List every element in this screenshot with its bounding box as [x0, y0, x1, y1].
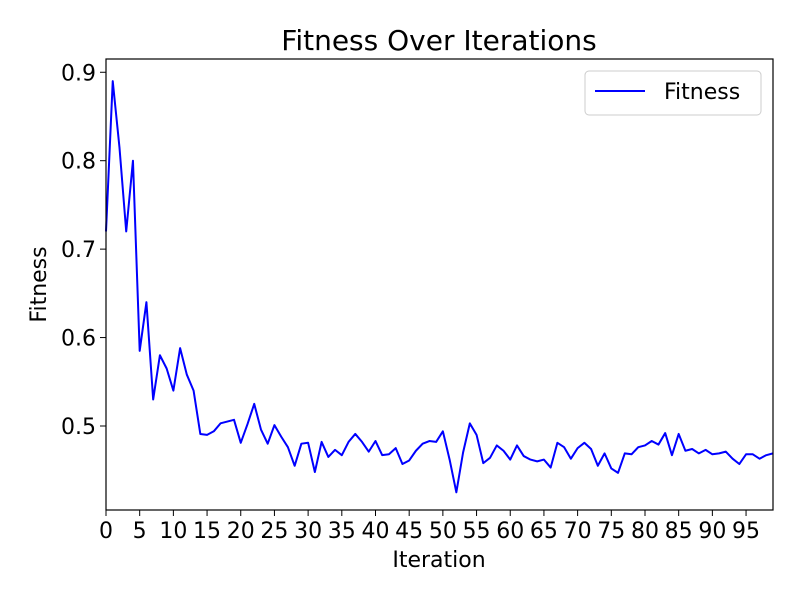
- x-tick-label: 90: [698, 519, 726, 544]
- legend-box: [584, 70, 762, 116]
- y-tick-label: 0.7: [61, 238, 96, 263]
- x-tick-label: 40: [361, 519, 389, 544]
- plot-area: [106, 59, 773, 510]
- x-tick-label: 65: [530, 519, 558, 544]
- x-tick-label: 15: [193, 519, 221, 544]
- x-tick-label: 5: [133, 519, 147, 544]
- legend-label: Fitness: [664, 80, 740, 105]
- series-line-fitness: [105, 80, 774, 494]
- x-tick-label: 95: [732, 519, 760, 544]
- x-tick-label: 55: [463, 519, 491, 544]
- x-tick-label: 35: [328, 519, 356, 544]
- x-tick-label: 60: [496, 519, 524, 544]
- x-tick-label: 0: [99, 519, 113, 544]
- plot-frame: [105, 58, 774, 511]
- x-tick-label: 70: [564, 519, 592, 544]
- y-tick-label: 0.6: [61, 327, 96, 352]
- y-tick-label: 0.8: [61, 150, 96, 175]
- y-axis-label: Fitness: [27, 246, 52, 322]
- x-axis-label: Iteration: [392, 548, 485, 573]
- x-tick-label: 75: [597, 519, 625, 544]
- x-tick-label: 80: [631, 519, 659, 544]
- x-tick-label: 85: [665, 519, 693, 544]
- x-tick-label: 25: [260, 519, 288, 544]
- x-tick-label: 10: [159, 519, 187, 544]
- x-tick-label: 50: [429, 519, 457, 544]
- chart-title: Fitness Over Iterations: [281, 24, 596, 57]
- x-tick-label: 45: [395, 519, 423, 544]
- x-tick-label: 30: [294, 519, 322, 544]
- y-tick-label: 0.9: [61, 61, 96, 86]
- data-layer: [105, 80, 774, 494]
- legend: Fitness: [584, 70, 762, 116]
- x-tick-label: 20: [227, 519, 255, 544]
- y-tick-label: 0.5: [61, 415, 96, 440]
- ticks-layer: 0 5 10 15 20 25 30 35 40 45 50 55 60 65 70 75 80 85 90 95 0.…: [61, 61, 760, 544]
